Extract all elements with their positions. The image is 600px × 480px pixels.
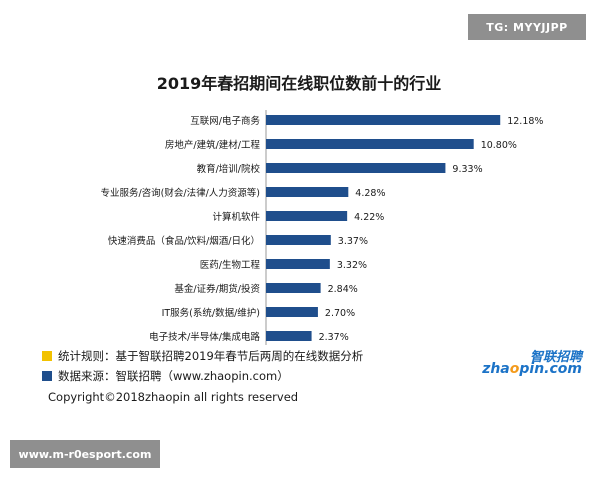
top-watermark-badge: TG: MYYJJPP [468,14,586,40]
chart-card: 2019年春招期间在线职位数前十的行业 互联网/电子商务 12.18% 房地产/建筑… [34,40,582,412]
legend-text-rule: 统计规则：基于智联招聘2019年春节后两周的在线数据分析 [58,349,364,363]
value-label: 3.32% [337,260,367,271]
legend-swatch-yellow [42,351,52,361]
category-label: 基金/证券/期货/投资 [174,283,260,295]
value-label: 2.70% [325,308,355,319]
value-label: 10.80% [481,140,517,151]
logo-name-cn: 智联招聘 [529,350,582,365]
category-label: 快速消费品（食品/饮料/烟酒/日化） [108,235,260,247]
bar [266,283,321,293]
chart-title: 2019年春招期间在线职位数前十的行业 [156,74,442,93]
bar [266,163,446,173]
legend: 统计规则：基于智联招聘2019年春节后两周的在线数据分析 数据来源：智联招聘（w… [42,346,363,386]
value-label: 4.22% [354,212,384,223]
category-label: 电子技术/半导体/集成电路 [149,331,260,343]
category-label: 互联网/电子商务 [190,115,260,127]
value-label: 2.84% [328,284,358,295]
zhaopin-logo: 智联招聘 zhaopin.com [482,346,582,382]
bar [266,331,312,341]
category-label: 教育/培训/院校 [197,163,261,175]
bar [266,211,348,221]
bar [266,139,474,149]
legend-swatch-blue [42,371,52,381]
category-label: IT服务(系统/数据/维护) [162,307,260,319]
category-label: 房地产/建筑/建材/工程 [165,139,261,151]
bottom-watermark-badge: www.m-r0esport.com [10,440,160,468]
value-label: 4.28% [355,188,385,199]
legend-item-source: 数据来源：智联招聘（www.zhaopin.com） [42,366,363,386]
logo-en-part-2: pin.com [519,361,582,377]
copyright-text: Copyright©2018zhaopin all rights reserve… [48,390,299,404]
legend-text-source: 数据来源：智联招聘（www.zhaopin.com） [58,369,289,383]
category-label: 专业服务/咨询(财会/法律/人力资源等) [100,187,260,199]
value-label: 12.18% [507,116,543,127]
bar [266,259,330,269]
bar [266,187,349,197]
logo-en-accent: o [509,361,520,377]
bar [266,115,501,125]
category-label: 计算机软件 [212,211,260,223]
bar [266,235,331,245]
logo-name-en: zhaopin.com [482,361,582,377]
value-label: 9.33% [452,164,482,175]
legend-item-rule: 统计规则：基于智联招聘2019年春节后两周的在线数据分析 [42,346,363,366]
category-label: 医药/生物工程 [200,259,261,271]
bar [266,307,318,317]
bar-chart: 互联网/电子商务 12.18% 房地产/建筑/建材/工程 10.80% 教育/培训/院校… [100,110,543,345]
value-label: 3.37% [338,236,368,247]
logo-en-part-1: zha [482,361,510,377]
value-label: 2.37% [319,332,349,343]
